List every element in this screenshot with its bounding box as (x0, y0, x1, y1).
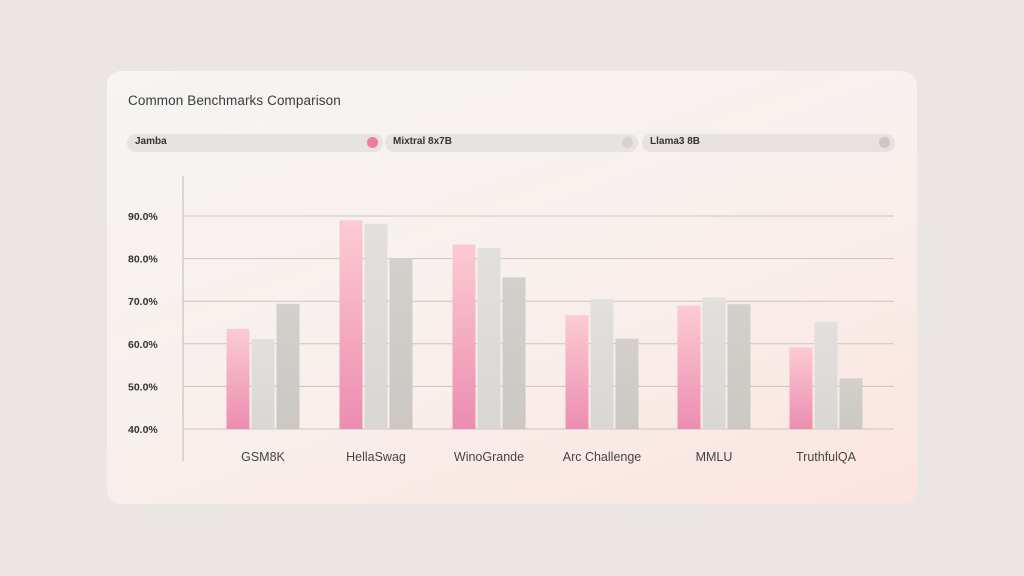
y-tick-label: 90.0% (128, 211, 158, 223)
y-tick-label: 80.0% (128, 254, 158, 266)
chart-title: Common Benchmarks Comparison (128, 93, 341, 108)
x-category-label: MMLU (696, 450, 733, 464)
bar-llama3-8b-gsm8k (276, 303, 300, 429)
y-tick-label: 60.0% (128, 339, 158, 351)
bar-llama3-8b-arc-challenge (615, 338, 639, 429)
bar-llama3-8b-hellaswag (389, 258, 413, 429)
legend-label: Mixtral 8x7B (393, 136, 452, 147)
bar-mixtral-8x7b-mmlu (702, 297, 726, 429)
bar-mixtral-8x7b-hellaswag (364, 223, 388, 429)
bar-llama3-8b-truthfulqa (839, 378, 863, 429)
legend-item-llama3[interactable]: Llama3 8B (642, 134, 895, 152)
x-category-label: Arc Challenge (563, 450, 642, 464)
bar-jamba-arc-challenge (565, 315, 589, 429)
bar-jamba-truthfulqa (789, 347, 813, 429)
bar-chart: 40.0% 50.0% 60.0% 70.0% 80.0% 90.0% GSM8K Hella… (128, 176, 894, 464)
legend-dot-icon (622, 137, 633, 148)
x-category-label: WinoGrande (454, 450, 524, 464)
x-category-label: HellaSwag (346, 450, 406, 464)
legend-label: Jamba (135, 136, 167, 147)
legend-label: Llama3 8B (650, 136, 701, 147)
bar-llama3-8b-mmlu (727, 304, 751, 429)
bar-jamba-mmlu (677, 305, 701, 429)
legend-dot-icon (879, 137, 890, 148)
legend-item-mixtral[interactable]: Mixtral 8x7B (385, 134, 638, 152)
chart-card: Common Benchmarks Comparison Jamba Mixtr… (107, 71, 917, 504)
x-category-label: GSM8K (241, 450, 285, 464)
bar-jamba-hellaswag (339, 220, 363, 429)
bar-llama3-8b-winogrande (502, 277, 526, 429)
x-category-label: TruthfulQA (796, 450, 857, 464)
bar-mixtral-8x7b-gsm8k (251, 339, 275, 429)
y-tick-label: 40.0% (128, 424, 158, 436)
bar-jamba-winogrande (452, 244, 476, 429)
bar-mixtral-8x7b-truthfulqa (814, 321, 838, 429)
bar-mixtral-8x7b-arc-challenge (590, 299, 614, 429)
bar-jamba-gsm8k (226, 328, 250, 429)
legend-item-jamba[interactable]: Jamba (127, 134, 383, 152)
legend-dot-icon (367, 137, 378, 148)
y-tick-label: 50.0% (128, 381, 158, 393)
y-tick-label: 70.0% (128, 296, 158, 308)
bar-mixtral-8x7b-winogrande (477, 247, 501, 429)
